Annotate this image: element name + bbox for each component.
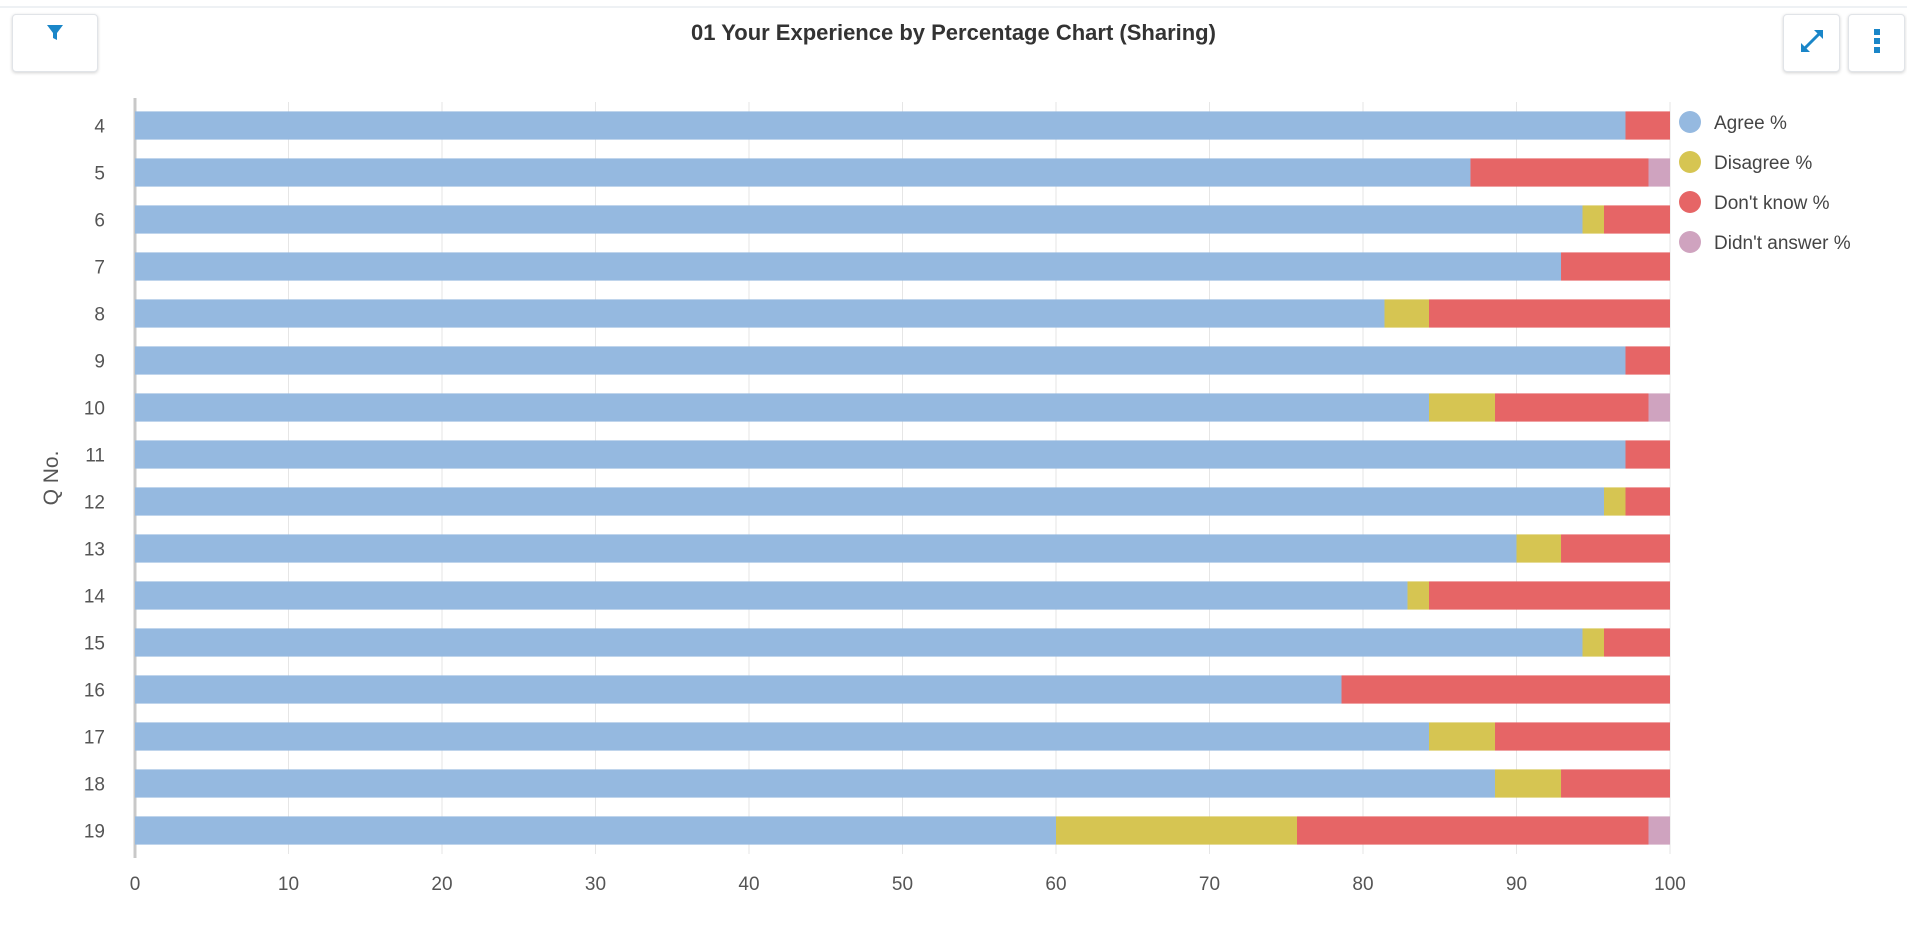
bar-segment	[1429, 722, 1496, 751]
bar-segment	[1495, 722, 1670, 751]
bar-segment	[135, 299, 1385, 328]
y-tick-label: 6	[94, 211, 105, 232]
y-tick-label: 8	[94, 305, 105, 326]
bar-segment	[1625, 487, 1670, 516]
more-vertical-icon	[1872, 25, 1882, 62]
bar-segment	[135, 487, 1604, 516]
bar-segment	[135, 158, 1471, 187]
bar-segment	[135, 205, 1583, 234]
y-tick-label: 10	[84, 399, 105, 420]
bar-segment	[1582, 205, 1604, 234]
expand-button[interactable]	[1783, 14, 1840, 72]
x-tick-label: 10	[278, 874, 299, 895]
bar-segment	[1603, 487, 1626, 516]
y-tick-label: 5	[94, 164, 105, 185]
bar-segment	[1495, 769, 1562, 798]
x-tick-label: 0	[130, 874, 141, 895]
x-tick-label: 30	[585, 874, 606, 895]
bar-segment	[135, 769, 1496, 798]
bar-segment	[135, 346, 1626, 375]
legend-label: Didn't answer %	[1714, 233, 1851, 254]
bar-segment	[1341, 675, 1670, 704]
legend-marker	[1679, 191, 1701, 213]
bar-segment	[1495, 393, 1649, 422]
y-tick-label: 12	[84, 493, 105, 514]
x-tick-label: 90	[1506, 874, 1527, 895]
y-tick-label: 16	[84, 681, 105, 702]
legend-label: Disagree %	[1714, 153, 1812, 174]
bar-segment	[1429, 393, 1496, 422]
bar-segment	[1429, 299, 1670, 328]
bar-segment	[1603, 628, 1670, 657]
bar-segment	[135, 111, 1626, 140]
bar-segment	[135, 440, 1626, 469]
bar-segment	[1470, 158, 1649, 187]
bar-segment	[1429, 581, 1670, 610]
y-tick-label: 19	[84, 822, 105, 843]
x-tick-label: 20	[431, 874, 452, 895]
y-tick-label: 17	[84, 728, 105, 749]
y-tick-label: 11	[85, 446, 105, 467]
legend-marker	[1679, 231, 1701, 253]
x-tick-label: 40	[738, 874, 759, 895]
more-options-button[interactable]	[1848, 14, 1905, 72]
bar-segment	[1561, 534, 1670, 563]
y-tick-label: 9	[94, 352, 105, 373]
bar-segment	[135, 534, 1517, 563]
bar-segment	[135, 628, 1583, 657]
bar-segment	[135, 393, 1430, 422]
legend-label: Don't know %	[1714, 193, 1830, 214]
bar-segment	[1625, 440, 1670, 469]
bar-segment	[1561, 769, 1670, 798]
bar-segment	[1648, 393, 1670, 422]
y-axis-title: Q No.	[40, 451, 63, 506]
bar-segment	[1407, 581, 1430, 610]
bar-segment	[1516, 534, 1562, 563]
x-tick-label: 100	[1654, 874, 1686, 895]
y-tick-label: 18	[84, 775, 105, 796]
x-tick-label: 70	[1199, 874, 1220, 895]
bar-segment	[1603, 205, 1670, 234]
y-tick-label: 4	[94, 117, 105, 138]
y-tick-label: 14	[84, 587, 106, 608]
bar-segment	[135, 675, 1342, 704]
bar-segment	[135, 816, 1056, 845]
x-tick-label: 80	[1352, 874, 1373, 895]
legend-marker	[1679, 111, 1701, 133]
top-border	[0, 6, 1907, 8]
bar-segment	[1625, 346, 1670, 375]
filter-button[interactable]	[12, 14, 98, 72]
y-tick-label: 13	[84, 540, 105, 561]
bar-segment	[1056, 816, 1297, 845]
y-tick-label: 7	[94, 258, 105, 279]
bar-segment	[1582, 628, 1604, 657]
bar-segment	[135, 252, 1562, 281]
bar-segment	[1561, 252, 1670, 281]
filter-icon	[45, 23, 65, 48]
bar-segment	[1648, 158, 1670, 187]
y-tick-label: 15	[84, 634, 105, 655]
bar-segment	[1625, 111, 1670, 140]
bar-segment	[1648, 816, 1670, 845]
x-tick-label: 60	[1045, 874, 1066, 895]
bar-segment	[135, 581, 1408, 610]
bar-segment	[135, 722, 1430, 751]
bar-segment	[1296, 816, 1649, 845]
x-tick-label: 50	[892, 874, 913, 895]
chart-title: 01 Your Experience by Percentage Chart (…	[691, 20, 1216, 45]
bar-segment	[1384, 299, 1430, 328]
legend-marker	[1679, 151, 1701, 173]
expand-icon	[1796, 25, 1828, 62]
legend-label: Agree %	[1714, 113, 1787, 134]
